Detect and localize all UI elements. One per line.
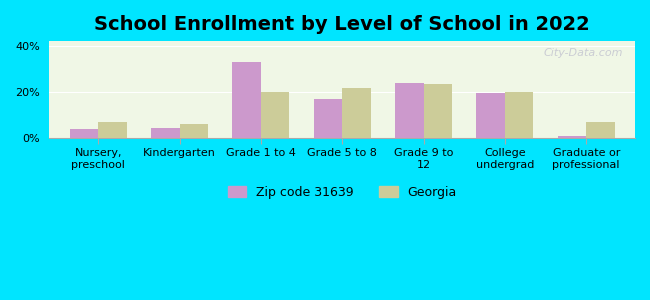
Bar	[586, 122, 615, 138]
Bar	[261, 92, 289, 138]
Legend: Zip code 31639, Georgia: Zip code 31639, Georgia	[222, 181, 462, 204]
Bar	[476, 93, 505, 138]
Bar	[343, 88, 370, 138]
Bar	[179, 124, 208, 138]
Bar	[98, 122, 127, 138]
Bar	[314, 99, 343, 138]
Bar	[70, 129, 98, 138]
Bar	[233, 62, 261, 138]
Bar	[424, 84, 452, 138]
Bar	[151, 128, 179, 138]
Bar	[558, 136, 586, 138]
Bar	[505, 92, 534, 138]
Title: School Enrollment by Level of School in 2022: School Enrollment by Level of School in …	[94, 15, 590, 34]
Text: City-Data.com: City-Data.com	[544, 48, 623, 58]
Bar	[395, 82, 424, 138]
